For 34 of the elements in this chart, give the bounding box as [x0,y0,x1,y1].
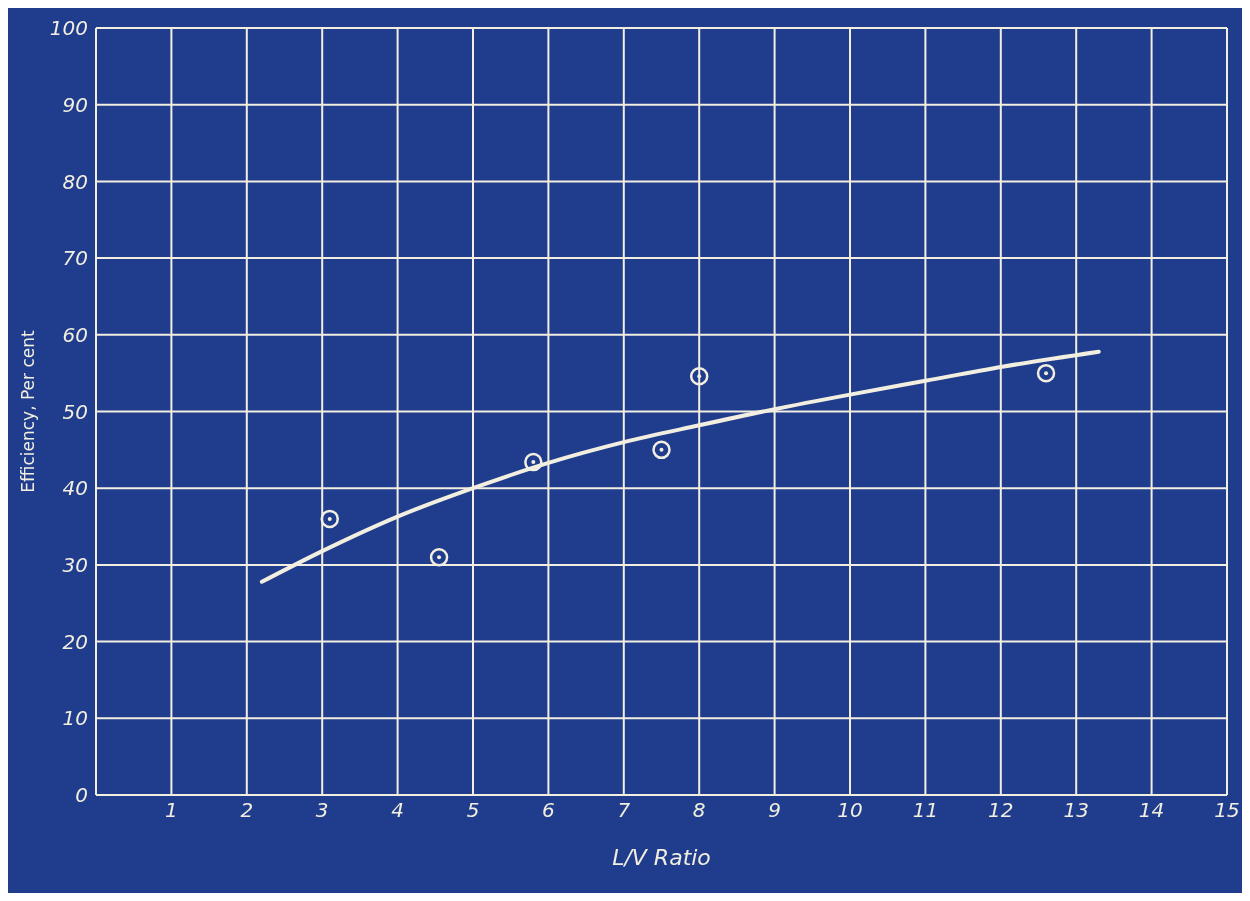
point [524,452,543,472]
x-tick-label: 1 [165,798,178,823]
x-tick-label: 6 [542,798,555,823]
point [1036,363,1056,383]
y-tick-label: 50 [62,399,88,424]
point [652,440,671,460]
y-tick-label: 80 [62,169,88,194]
x-tick-label: 3 [315,798,329,823]
y-tick-label: 40 [62,476,88,501]
x-tick-label: 14 [1138,798,1165,823]
x-tick-label: 5 [466,798,480,823]
y-tick-label: 70 [62,246,88,271]
y-axis-title: Efficiency, Per cent [18,329,39,493]
x-tick-label: 12 [988,798,1014,823]
x-tick-label: 15 [1214,798,1240,823]
x-tick-label: 8 [692,798,706,823]
point [320,509,339,529]
x-tick-label: 10 [837,798,863,823]
x-tick-label: 7 [617,798,631,823]
x-tick-label: 4 [391,798,404,823]
x-tick-label: 11 [912,798,939,823]
y-tick-label: 0 [75,783,88,808]
y-tick-label: 30 [62,553,88,577]
y-tick-label: 90 [62,92,88,117]
x-tick-label: 2 [240,798,254,823]
y-tick-label: 20 [62,629,88,654]
point [689,366,709,386]
y-tick-label: 60 [62,322,88,347]
point [429,547,449,567]
y-tick-label: 100 [49,16,88,41]
x-axis-title: L/V Ratio [612,845,711,870]
y-tick-label: 10 [62,706,88,731]
x-tick-label: 9 [768,798,781,823]
x-tick-label: 13 [1063,798,1089,823]
